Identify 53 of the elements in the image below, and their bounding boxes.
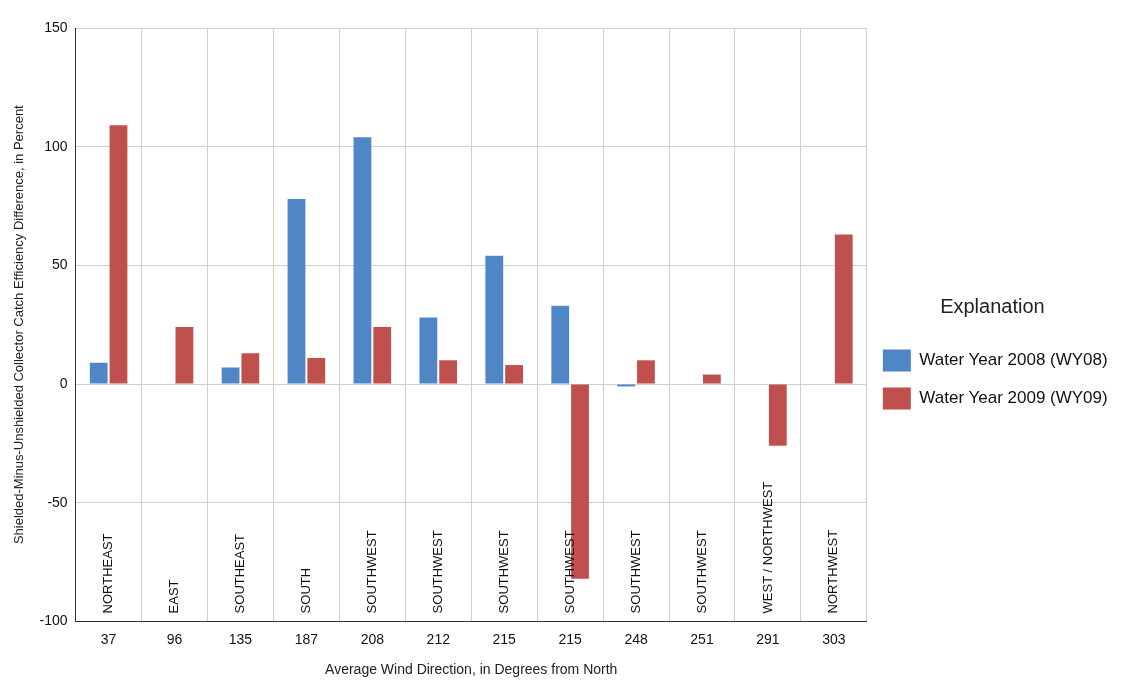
annotation: SOUTHWEST bbox=[495, 530, 511, 614]
bar bbox=[109, 125, 128, 384]
bar bbox=[353, 137, 372, 384]
x-tick-label: 291 bbox=[756, 630, 780, 647]
x-tick-label: 187 bbox=[294, 630, 319, 647]
annotation: SOUTHWEST bbox=[429, 530, 445, 614]
bar bbox=[419, 317, 438, 384]
annotation: WEST / NORTHWEST bbox=[759, 481, 775, 614]
y-axis-title: Shielded-Minus-Unshielded Collector Catch Efficiency Difference, in Percent bbox=[11, 104, 27, 545]
bar bbox=[373, 327, 392, 384]
x-tick-label: 208 bbox=[360, 630, 385, 647]
y-tick-label: 100 bbox=[44, 137, 68, 154]
annotation: SOUTHWEST bbox=[627, 530, 643, 614]
x-tick-label: 303 bbox=[822, 630, 846, 647]
annotation: NORTHWEST bbox=[825, 529, 841, 614]
y-tick-label: -50 bbox=[47, 493, 68, 510]
bar bbox=[702, 374, 721, 384]
bar bbox=[637, 360, 655, 384]
annotation: NORTHEAST bbox=[100, 533, 116, 614]
bar bbox=[89, 362, 108, 384]
annotation: SOUTHWEST bbox=[693, 530, 709, 614]
bar bbox=[834, 234, 853, 384]
legend-label: Water Year 2008 (WY08) bbox=[919, 350, 1108, 370]
x-tick-label: 251 bbox=[690, 630, 714, 647]
x-tick-label: 248 bbox=[624, 630, 648, 647]
x-tick-label: 135 bbox=[228, 630, 253, 647]
bar bbox=[768, 384, 787, 446]
x-tick-label: 37 bbox=[100, 630, 117, 647]
annotation: EAST bbox=[166, 579, 182, 614]
y-tick-label: 0 bbox=[59, 374, 68, 391]
bar bbox=[175, 327, 194, 384]
annotation: SOUTHEAST bbox=[232, 533, 248, 614]
bar bbox=[485, 255, 504, 384]
annotation: SOUTHWEST bbox=[561, 530, 577, 614]
x-tick-label: 215 bbox=[558, 630, 583, 647]
legend-label: Water Year 2009 (WY09) bbox=[919, 388, 1108, 408]
y-tick-label: 150 bbox=[44, 18, 68, 35]
y-tick-label: -100 bbox=[39, 612, 68, 629]
bar bbox=[287, 198, 306, 384]
x-axis-title: Average Wind Direction, in Degrees from North bbox=[325, 661, 618, 678]
y-tick-label: 50 bbox=[52, 256, 68, 273]
bar bbox=[307, 357, 326, 384]
annotation: SOUTH bbox=[297, 567, 313, 614]
annotation: SOUTHWEST bbox=[363, 530, 379, 614]
bar bbox=[439, 360, 458, 384]
bar bbox=[221, 367, 240, 384]
x-tick-label: 96 bbox=[166, 630, 183, 647]
bar bbox=[551, 305, 570, 384]
x-tick-label: 215 bbox=[492, 630, 517, 647]
legend-title: Explanation bbox=[940, 295, 1045, 318]
bar bbox=[505, 365, 523, 384]
bar bbox=[241, 353, 260, 384]
x-tick-label: 212 bbox=[426, 630, 451, 647]
